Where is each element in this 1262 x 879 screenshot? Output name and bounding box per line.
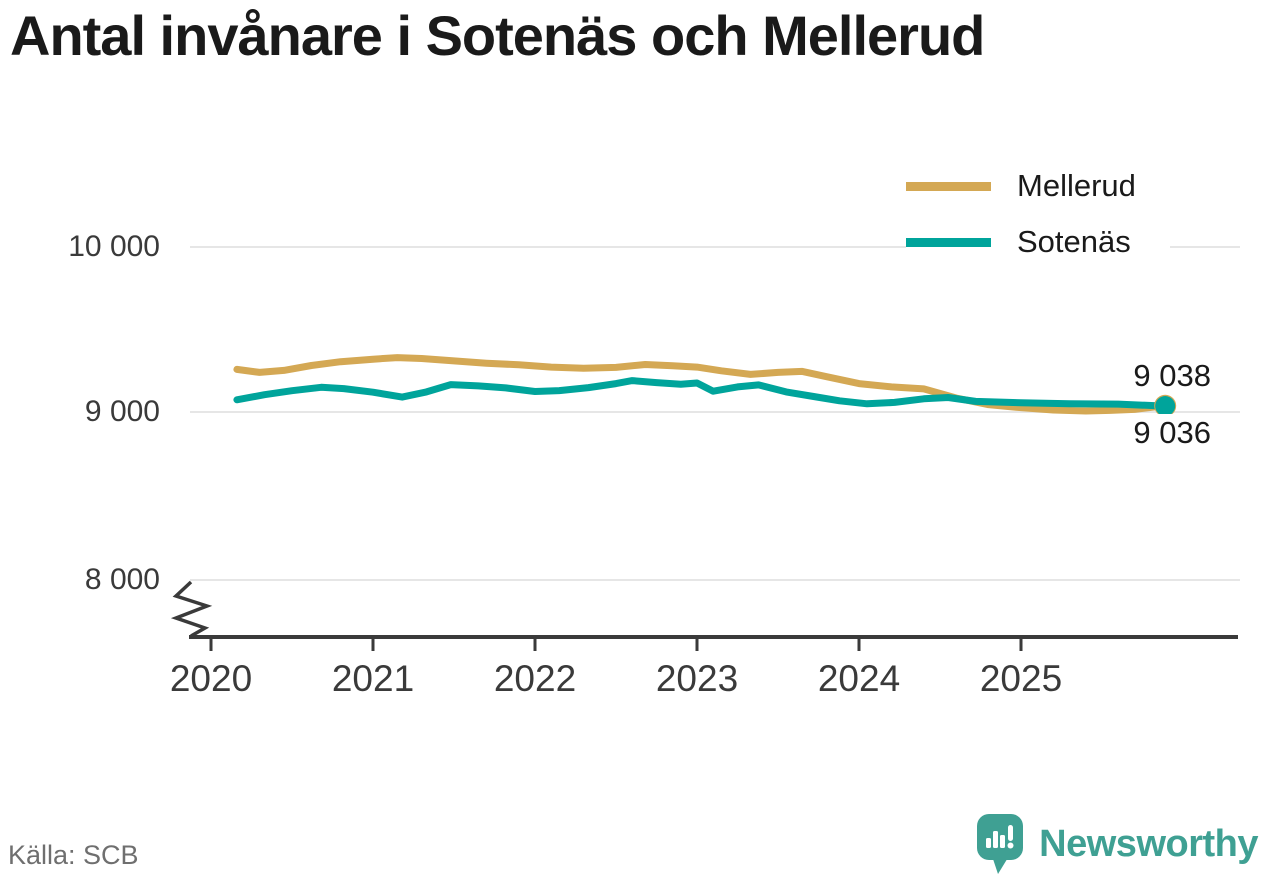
brand-footer: Newsworthy <box>975 812 1258 876</box>
x-tick-label: 2020 <box>169 658 253 699</box>
x-tick-label: 2024 <box>817 658 901 699</box>
legend-label: Sotenäs <box>1017 224 1131 259</box>
mellerud-line <box>233 354 1169 415</box>
legend-item-mellerud: Mellerud <box>906 158 1170 214</box>
sotens-end-dot <box>1155 396 1176 417</box>
x-tick-label: 2022 <box>493 658 577 699</box>
sotenas-line-swatch <box>906 237 991 247</box>
y-tick-label: 8 000 <box>84 563 160 596</box>
source-note: Källa: SCB <box>8 840 139 870</box>
legend-item-sotenas: Sotenäs <box>906 214 1170 270</box>
end-value-label-mellerud: 9 038 <box>1130 357 1214 394</box>
axis-break-icon <box>170 580 213 638</box>
brand-name: Newsworthy <box>1039 823 1258 865</box>
x-tick-label: 2021 <box>331 658 415 699</box>
legend-label: Mellerud <box>1017 168 1136 203</box>
end-value-label-sotenas: 9 036 <box>1130 414 1214 451</box>
newsworthy-logo-icon <box>977 814 1024 874</box>
y-tick-label: 10 000 <box>68 230 160 263</box>
chart-title: Antal invånare i Sotenäs och Mellerud <box>10 4 985 67</box>
x-tick-label: 2023 <box>655 658 739 699</box>
mellerud-line-swatch <box>906 181 991 191</box>
y-tick-label: 9 000 <box>84 395 160 428</box>
sotens-line <box>233 377 1169 410</box>
legend: Mellerud Sotenäs <box>906 158 1170 270</box>
x-tick-label: 2025 <box>979 658 1063 699</box>
